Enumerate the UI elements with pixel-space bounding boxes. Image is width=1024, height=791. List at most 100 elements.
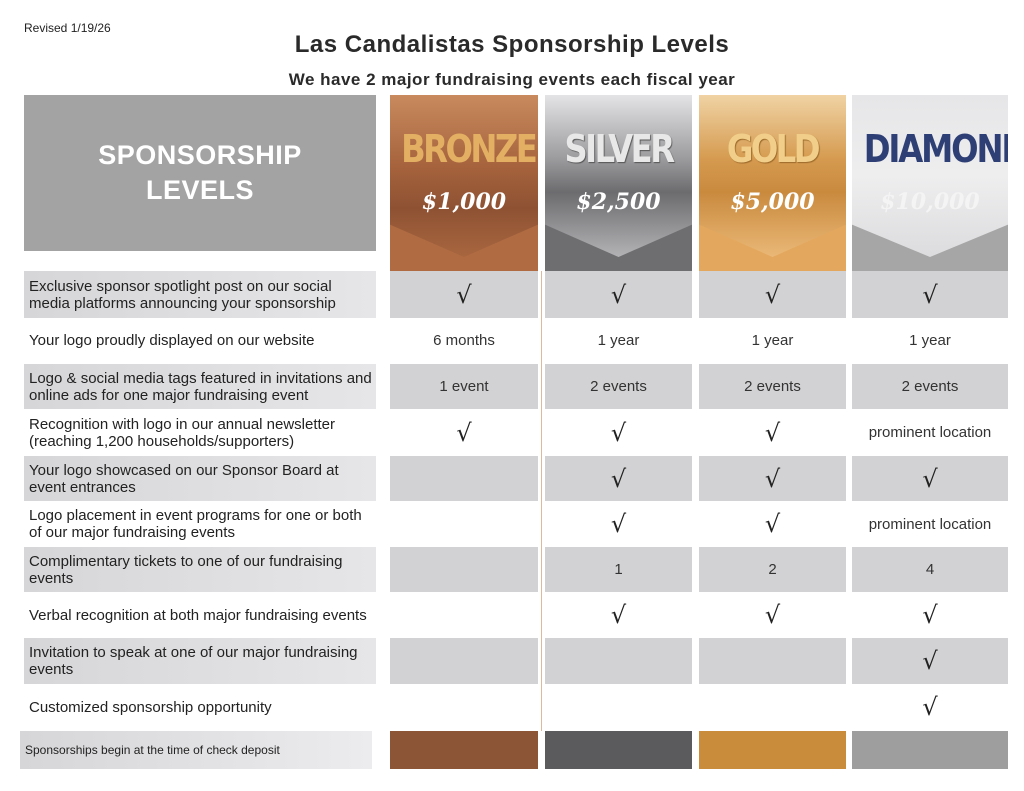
benefit-label: Customized sponsorship opportunity <box>29 698 272 716</box>
cell-gold: √ <box>699 410 846 455</box>
benefit-label: Logo placement in event programs for one… <box>29 507 362 541</box>
cell-gold <box>699 638 846 684</box>
tier-name: SILVER <box>564 127 675 171</box>
checkmark-icon: √ <box>610 280 627 309</box>
cell-value: 1 year <box>751 331 794 349</box>
table-row: Exclusive sponsor spotlight post on our … <box>0 271 1024 318</box>
cell-bronze: √ <box>390 410 538 455</box>
cell-silver <box>545 685 692 729</box>
footer-note: Sponsorships begin at the time of check … <box>20 731 372 769</box>
cell-bronze <box>390 638 538 684</box>
footer-row: Sponsorships begin at the time of check … <box>0 731 1024 769</box>
cell-value: 6 months <box>433 331 495 349</box>
cell-diamond: √ <box>852 638 1008 684</box>
cell-silver: √ <box>545 593 692 637</box>
checkmark-icon: √ <box>456 280 472 309</box>
tier-name: DIAMOND <box>863 127 1008 171</box>
checkmark-icon: √ <box>922 601 938 629</box>
cell-diamond: √ <box>852 685 1008 729</box>
table-row: Complimentary tickets to one of our fund… <box>0 547 1024 592</box>
tier-price: $1,000 <box>421 189 507 215</box>
page-subtitle: We have 2 major fundraising events each … <box>288 70 736 89</box>
checkmark-icon: √ <box>610 510 627 538</box>
checkmark-icon: √ <box>764 601 781 629</box>
benefit-label: Logo & social media tags featured in inv… <box>24 364 376 409</box>
cell-value: 2 events <box>901 378 959 395</box>
page-title: Las Candalistas Sponsorship Levels <box>294 31 730 58</box>
benefit-label: Exclusive sponsor spotlight post on our … <box>24 271 376 318</box>
cell-value: 1 year <box>597 331 640 349</box>
cell-value: 1 <box>614 561 623 578</box>
benefit-label: Invitation to speak at one of our major … <box>24 638 376 684</box>
cell-bronze: 6 months <box>390 318 538 362</box>
heading-line-1: SPONSORSHIP <box>98 140 302 170</box>
table-row: Logo placement in event programs for one… <box>0 502 1024 546</box>
tier-banner-bronze: BRONZE $1,000 <box>390 95 538 271</box>
cell-diamond: prominent location <box>852 502 1008 546</box>
table-row: Verbal recognition at both major fundrai… <box>0 593 1024 637</box>
benefit-label: Recognition with logo in our annual news… <box>29 415 336 450</box>
cell-value: 2 events <box>590 378 647 395</box>
cell-gold: √ <box>699 593 846 637</box>
footer-swatch-gold <box>699 731 846 769</box>
cell-bronze <box>390 547 538 592</box>
sponsorship-levels-heading: SPONSORSHIP LEVELS <box>24 95 376 251</box>
cell-value: 2 events <box>744 378 801 395</box>
table-row: Recognition with logo in our annual news… <box>0 410 1024 455</box>
checkmark-icon: √ <box>764 280 781 309</box>
benefit-label: Your logo showcased on our Sponsor Board… <box>24 456 376 501</box>
cell-gold <box>699 685 846 729</box>
checkmark-icon: √ <box>610 418 627 447</box>
cell-bronze: √ <box>390 271 538 318</box>
cell-value: prominent location <box>868 515 992 533</box>
tier-banner-gold: GOLD $5,000 <box>699 95 846 271</box>
cell-diamond: √ <box>852 456 1008 501</box>
tier-price: $2,500 <box>576 189 661 215</box>
table-row: Your logo showcased on our Sponsor Board… <box>0 456 1024 501</box>
table-row: Your logo proudly displayed on our websi… <box>0 318 1024 362</box>
cell-value: 1 event <box>439 378 489 395</box>
checkmark-icon: √ <box>764 464 781 493</box>
tier-banner-silver: SILVER $2,500 <box>545 95 692 271</box>
cell-gold: √ <box>699 271 846 318</box>
cell-silver: 1 <box>545 547 692 592</box>
cell-bronze <box>390 456 538 501</box>
tier-name: BRONZE <box>401 127 538 171</box>
cell-diamond: prominent location <box>852 410 1008 455</box>
checkmark-icon: √ <box>922 464 938 493</box>
tier-banner-diamond: DIAMOND $10,000 <box>852 95 1008 271</box>
footer-swatch-bronze <box>390 731 538 769</box>
benefit-label: Complimentary tickets to one of our fund… <box>24 547 376 592</box>
tier-price: $10,000 <box>880 189 980 215</box>
checkmark-icon: √ <box>922 280 938 309</box>
tier-name: GOLD <box>726 127 821 171</box>
cell-bronze <box>390 593 538 637</box>
cell-gold: √ <box>699 502 846 546</box>
cell-gold: √ <box>699 456 846 501</box>
cell-diamond: 1 year <box>852 318 1008 362</box>
footer-swatch-silver <box>545 731 692 769</box>
cell-silver: √ <box>545 271 692 318</box>
checkmark-icon: √ <box>610 601 627 629</box>
cell-silver: √ <box>545 502 692 546</box>
cell-bronze: 1 event <box>390 364 538 409</box>
column-divider <box>541 271 542 731</box>
heading-line-2: LEVELS <box>145 175 254 205</box>
checkmark-icon: √ <box>922 647 938 675</box>
cell-value: 1 year <box>909 331 951 349</box>
footer-swatch-diamond <box>852 731 1008 769</box>
cell-silver: 2 events <box>545 364 692 409</box>
checkmark-icon: √ <box>456 418 472 447</box>
table-row: Logo & social media tags featured in inv… <box>0 364 1024 409</box>
benefit-label: Your logo proudly displayed on our websi… <box>29 331 315 349</box>
cell-silver: 1 year <box>545 318 692 362</box>
table-row: Customized sponsorship opportunity √ <box>0 685 1024 729</box>
checkmark-icon: √ <box>922 693 938 721</box>
cell-gold: 1 year <box>699 318 846 362</box>
benefit-label: Verbal recognition at both major fundrai… <box>29 606 367 624</box>
cell-diamond: √ <box>852 271 1008 318</box>
cell-silver: √ <box>545 456 692 501</box>
cell-diamond: 2 events <box>852 364 1008 409</box>
cell-bronze <box>390 502 538 546</box>
revised-date: Revised 1/19/26 <box>24 21 111 35</box>
